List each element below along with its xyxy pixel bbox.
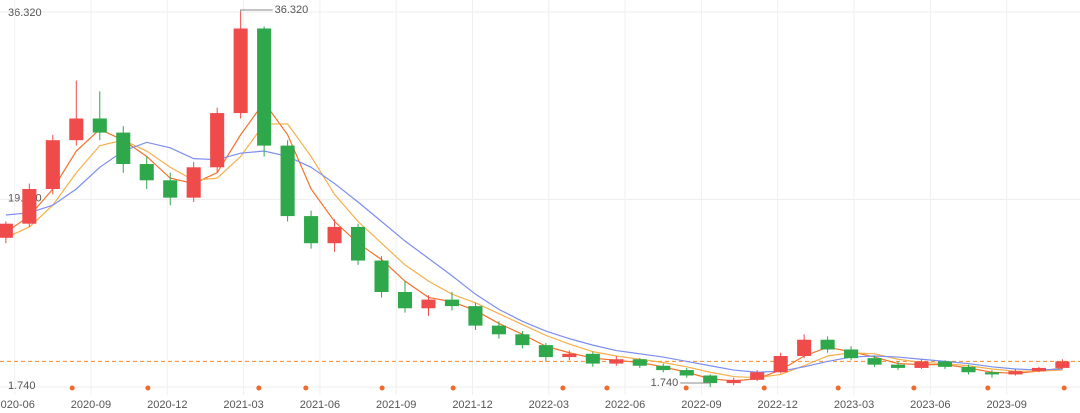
event-marker	[1061, 385, 1067, 391]
candle-body	[961, 366, 976, 373]
event-marker	[835, 385, 841, 391]
event-marker	[560, 385, 566, 391]
annotation-leader	[240, 9, 273, 12]
candle-body	[0, 223, 13, 238]
candle-body	[797, 339, 812, 356]
x-tick-label: 2020-06	[0, 399, 35, 411]
candle-body	[703, 375, 718, 384]
x-tick-label: 2023-09	[986, 399, 1026, 411]
event-marker	[256, 385, 262, 391]
x-tick-label: 2021-03	[223, 399, 263, 411]
event-marker	[145, 385, 151, 391]
candle-body	[632, 359, 647, 366]
annotation-label: 36.320	[275, 4, 309, 16]
event-marker	[379, 385, 385, 391]
x-tick-label: 2023-03	[834, 399, 874, 411]
event-marker	[761, 385, 767, 391]
x-tick-label: 2020-09	[71, 399, 111, 411]
event-marker	[69, 385, 75, 391]
ma-line	[5, 101, 1063, 382]
candle-body	[116, 132, 131, 165]
candle-body	[984, 372, 999, 375]
candle-body	[210, 113, 225, 168]
candle-body	[327, 226, 342, 244]
candle-body	[914, 361, 929, 368]
candle-body	[491, 325, 506, 335]
y-tick-label: 36.320	[8, 7, 42, 19]
event-marker	[683, 385, 689, 391]
candle-body	[515, 334, 530, 346]
candle-body	[844, 349, 859, 359]
candle-body	[233, 28, 248, 114]
candle-body	[1031, 367, 1046, 372]
candle-body	[867, 358, 882, 365]
x-tick-label: 2021-06	[300, 399, 340, 411]
x-tick-label: 2023-06	[910, 399, 950, 411]
candle-body	[891, 364, 906, 368]
candle-body	[937, 361, 953, 367]
candle-body	[726, 379, 741, 384]
candle-body	[585, 353, 600, 364]
candle-body	[45, 140, 60, 189]
ma-line	[5, 141, 1063, 373]
x-tick-label: 2022-06	[605, 399, 645, 411]
candle-body	[538, 345, 553, 358]
candle-body	[92, 118, 107, 133]
candle-body	[820, 339, 835, 350]
candle-body	[444, 299, 459, 307]
candle-body	[374, 260, 389, 293]
candle-body	[304, 216, 319, 244]
event-marker	[450, 385, 456, 391]
candle-body	[679, 370, 694, 376]
candle-body	[139, 164, 154, 181]
candle-body	[421, 299, 436, 309]
y-tick-label: 1.740	[8, 380, 36, 392]
candle-body	[773, 355, 788, 373]
candle-body	[186, 167, 201, 198]
candle-body	[656, 365, 671, 371]
event-marker	[303, 385, 309, 391]
event-marker	[985, 385, 991, 391]
annotation-label: 1.740	[651, 377, 679, 389]
candle-body	[609, 359, 624, 364]
event-marker	[911, 385, 917, 391]
candle-body	[351, 226, 366, 261]
candle-body	[163, 180, 178, 198]
candle-body	[280, 145, 295, 217]
x-tick-label: 2022-03	[529, 399, 569, 411]
candle-body	[69, 118, 84, 141]
x-tick-label: 2021-12	[452, 399, 492, 411]
event-marker	[604, 385, 610, 391]
candle-body	[1055, 361, 1070, 368]
candle-body	[562, 353, 577, 358]
candle-body	[22, 188, 37, 224]
candle-body	[397, 292, 413, 309]
x-tick-label: 2020-12	[147, 399, 187, 411]
x-tick-label: 2022-12	[758, 399, 798, 411]
candle-body	[1008, 371, 1023, 375]
candle-body	[750, 372, 765, 380]
x-tick-label: 2022-09	[681, 399, 721, 411]
candle-body	[257, 28, 272, 146]
candle-body	[468, 306, 483, 326]
x-tick-label: 2021-09	[376, 399, 416, 411]
